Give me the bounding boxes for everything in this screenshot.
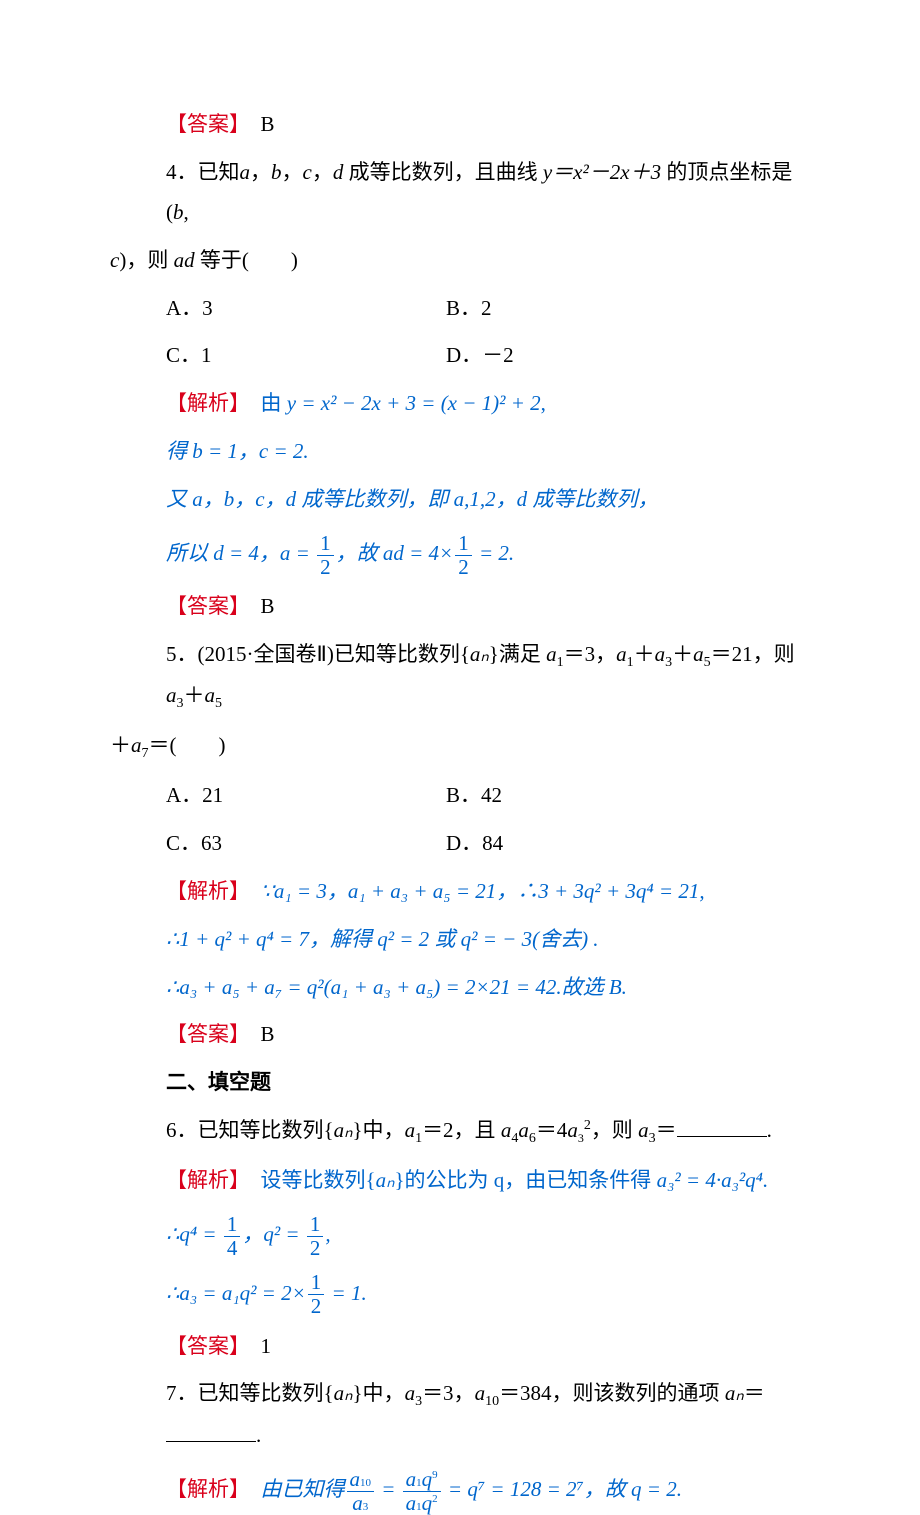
q4-options-row1: A．3 B．2	[110, 289, 810, 329]
q4-sol3: 又 a，b，c，d 成等比数列，即 a,1,2，d 成等比数列，	[110, 480, 810, 520]
q4-sol2: 得 b = 1，c = 2.	[110, 432, 810, 472]
blank-fill-2	[166, 1424, 256, 1442]
q4-sol1: 【解析】 由 y = x² − 2x + 3 = (x − 1)² + 2,	[110, 384, 810, 424]
q5-sol1: 【解析】 ∵a₁ = 3，a₁ + a₃ + a₅ = 21，∴3 + 3q² …	[110, 872, 810, 912]
frac-a1q9-a1q2: a1q9a1q2	[403, 1468, 441, 1515]
q5-stem-line2: ＋a7＝( )	[110, 726, 810, 768]
q4-stem: 4．已知a，b，c，d 成等比数列，且曲线 y＝x²－2x＋3 的顶点坐标是(b…	[110, 153, 810, 233]
frac-half-1: 12	[317, 532, 334, 579]
q4-stem-line2: c)，则 ad 等于( )	[110, 241, 810, 281]
q5-opt-c: C．63	[166, 824, 446, 864]
q5-answer: 【答案】 B	[110, 1015, 810, 1055]
q5-stem: 5．(2015·全国卷Ⅱ)已知等比数列{aₙ}满足 a1＝3，a1＋a3＋a5＝…	[110, 635, 810, 719]
q5-opt-d: D．84	[446, 824, 810, 864]
frac-a10-a3: a10a3	[347, 1468, 375, 1515]
q5-opt-b: B．42	[446, 776, 810, 816]
q5-options-row2: C．63 D．84	[110, 824, 810, 864]
frac-half-3: 12	[307, 1213, 324, 1260]
section2-heading: 二、填空题	[110, 1063, 810, 1103]
q6-answer: 【答案】 1	[110, 1327, 810, 1367]
frac-half-4: 12	[308, 1271, 325, 1318]
q3-answer: 【答案】 B	[110, 105, 810, 145]
q6-stem: 6．已知等比数列{aₙ}中，a1＝2，且 a4a6＝4a32，则 a3＝.	[110, 1111, 810, 1153]
frac-half-2: 12	[455, 532, 472, 579]
blank-fill	[677, 1119, 767, 1137]
q4-answer: 【答案】 B	[110, 587, 810, 627]
q6-sol2: ∴q⁴ = 14，q² = 12,	[110, 1209, 810, 1260]
q5-sol3: ∴a₃ + a₅ + a₇ = q²(a₁ + a₃ + a₅) = 2×21 …	[110, 968, 810, 1008]
frac-quarter: 14	[224, 1213, 241, 1260]
solution-label: 【解析】	[166, 391, 240, 415]
q4-opt-d: D．－2	[446, 336, 810, 376]
q6-sol1: 【解析】 设等比数列{aₙ}的公比为 q，由已知条件得 a₃² = 4·a₃²q…	[110, 1161, 810, 1201]
q4-opt-b: B．2	[446, 289, 810, 329]
q5-options-row1: A．21 B．42	[110, 776, 810, 816]
q5-opt-a: A．21	[166, 776, 446, 816]
q5-sol2: ∴1 + q² + q⁴ = 7，解得 q² = 2 或 q² = − 3(舍去…	[110, 920, 810, 960]
q4-sol4: 所以 d = 4，a = 12，故 ad = 4×12 = 2.	[110, 528, 810, 579]
q4-opt-a: A．3	[166, 289, 446, 329]
answer-label: 【答案】	[166, 112, 240, 136]
q6-sol3: ∴a₃ = a₁q² = 2×12 = 1.	[110, 1268, 810, 1319]
q4-opt-c: C．1	[166, 336, 446, 376]
q7-stem: 7．已知等比数列{aₙ}中，a3＝3，a10＝384，则该数列的通项 aₙ＝.	[110, 1374, 810, 1456]
q3-answer-letter: B	[261, 112, 275, 136]
q7-sol: 【解析】 由已知得a10a3 = a1q9a1q2 = q⁷ = 128 = 2…	[110, 1464, 810, 1515]
q4-options-row2: C．1 D．－2	[110, 336, 810, 376]
